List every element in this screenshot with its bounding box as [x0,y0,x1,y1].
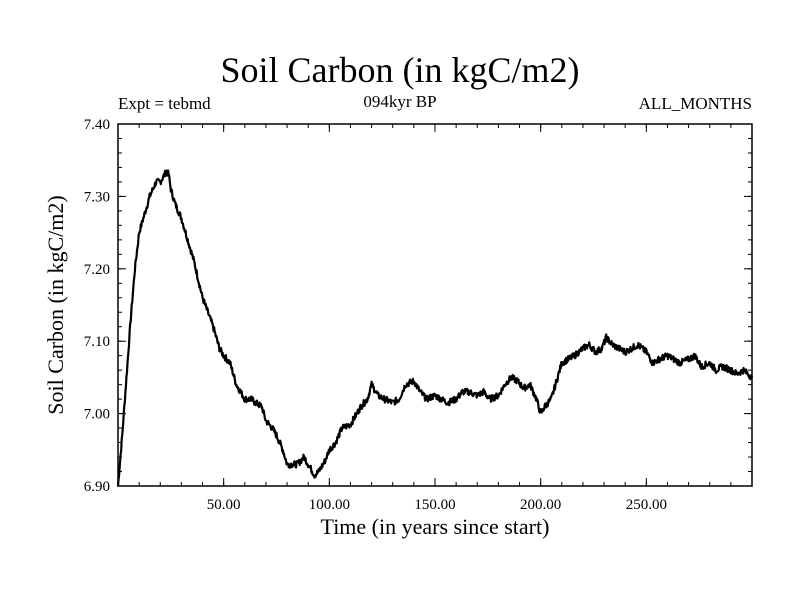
period-label: 094kyr BP [363,92,437,111]
y-tick-label: 7.30 [84,189,110,205]
y-axis-label: Soil Carbon (in kgC/m2) [43,195,68,415]
experiment-label: Expt = tebmd [118,94,211,113]
plot-frame [117,123,753,487]
x-tick-label: 100.00 [309,497,350,513]
y-tick-label: 7.40 [84,117,110,133]
series-line [116,169,754,487]
y-tick-label: 7.00 [84,407,110,423]
y-tick-label: 7.10 [84,334,110,350]
y-tick-label: 6.90 [84,479,110,495]
x-tick-label: 150.00 [414,497,455,513]
x-tick-label: 50.00 [207,497,241,513]
x-tick-label: 200.00 [520,497,561,513]
months-label: ALL_MONTHS [638,94,752,113]
x-axis-label: Time (in years since start) [320,514,550,539]
series-layer [116,169,754,487]
x-tick-label: 250.00 [626,497,667,513]
chart-title: Soil Carbon (in kgC/m2) [220,50,580,90]
axes-layer: 6.90 7.00 7.10 7.20 7.30 7.40 50.00 100.00 150.0… [84,117,752,513]
y-tick-label: 7.20 [84,262,110,278]
